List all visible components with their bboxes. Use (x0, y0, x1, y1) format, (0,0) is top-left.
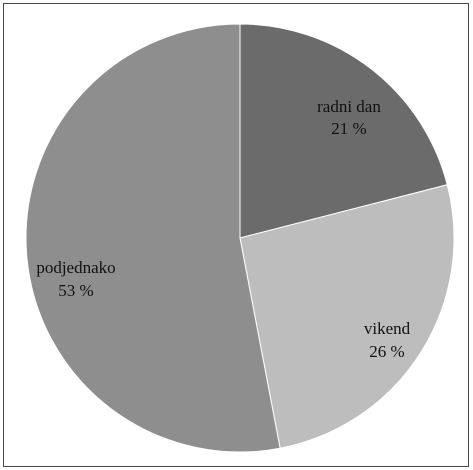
pie-slices (25, 23, 455, 453)
slice-value-vikend: 26 % (369, 342, 404, 361)
slice-label-radni-dan: radni dan (317, 97, 381, 116)
slice-label-vikend: vikend (364, 319, 411, 338)
pie-slice-podjednako (25, 23, 281, 453)
slice-value-radni-dan: 21 % (331, 119, 366, 138)
pie-slice-radni-dan (239, 23, 448, 239)
pie-slice-vikend (239, 184, 455, 449)
slice-label-podjednako: podjednako (36, 258, 115, 277)
slice-value-podjednako: 53 % (58, 281, 93, 300)
pie-labels: radni dan 21 % vikend 26 % podjednako 53… (36, 97, 410, 361)
